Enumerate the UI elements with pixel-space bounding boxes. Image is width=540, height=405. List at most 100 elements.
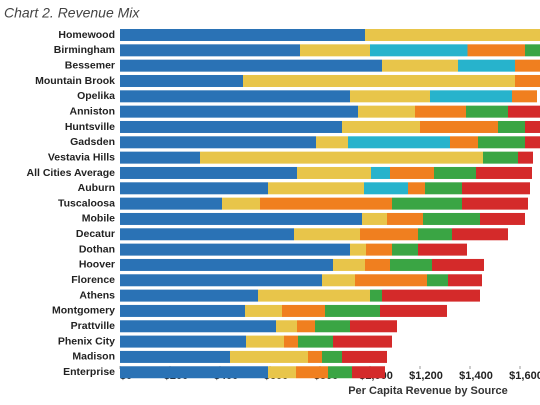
y-tick-label: Tuscaloosa <box>58 197 115 209</box>
bar-segment <box>420 120 498 133</box>
bar-segment <box>466 105 508 118</box>
bar-segment <box>322 350 342 363</box>
bar-segment <box>298 335 333 348</box>
bar-segment <box>423 212 480 225</box>
y-tick-label: Decatur <box>76 228 115 240</box>
y-tick-label: Mountain Brook <box>35 75 115 87</box>
bar-segment <box>243 74 515 87</box>
bar-segment <box>355 274 427 287</box>
bar-segment <box>328 366 352 379</box>
bar-segment <box>515 74 540 87</box>
bar-segment <box>308 350 322 363</box>
bar-segment <box>525 44 540 57</box>
y-tick-label: Anniston <box>70 105 116 117</box>
bar-segment <box>380 304 447 317</box>
bar-segment <box>508 105 540 118</box>
bar-segment <box>427 274 448 287</box>
bar-segment <box>366 243 392 256</box>
bar-segment <box>120 120 342 133</box>
y-tick-label: Enterprise <box>63 366 115 378</box>
bar-segment <box>120 304 245 317</box>
bar-segment <box>515 59 540 72</box>
bar-segment <box>296 366 328 379</box>
bar-segment <box>478 136 525 149</box>
bar-segment <box>392 197 462 210</box>
bar-segment <box>245 304 282 317</box>
y-tick-label: Dothan <box>79 243 115 255</box>
y-tick-label: Mobile <box>82 213 115 225</box>
bar-segment <box>282 304 325 317</box>
bar-segment <box>387 212 423 225</box>
bar-segment <box>297 320 315 333</box>
bar-segment <box>120 320 276 333</box>
bar-segment <box>120 166 297 179</box>
y-tick-label: Montgomery <box>52 305 115 317</box>
bar-segment <box>246 335 284 348</box>
bar-segment <box>462 182 530 195</box>
bar-segment <box>120 212 362 225</box>
bar-segment <box>200 151 483 164</box>
bar-segment <box>316 136 348 149</box>
bar-segment <box>120 59 382 72</box>
bar-segment <box>498 120 525 133</box>
bar-segment <box>276 320 297 333</box>
bar-segment <box>120 258 333 271</box>
bar-segment <box>483 151 518 164</box>
bar-segment <box>260 197 392 210</box>
y-tick-label: All Cities Average <box>26 167 115 179</box>
bar-segment <box>222 197 260 210</box>
bar-segment <box>120 105 358 118</box>
bar-segment <box>120 136 316 149</box>
bar-segment <box>518 151 533 164</box>
bar-segment <box>434 166 476 179</box>
bar-segment <box>525 136 540 149</box>
bar-segment <box>358 105 415 118</box>
y-tick-label: Bessemer <box>65 59 115 71</box>
y-tick-label: Auburn <box>78 182 115 194</box>
bar-segment <box>120 228 294 241</box>
x-axis-label: Per Capita Revenue by Source <box>348 385 508 397</box>
bar-segment <box>300 44 370 57</box>
bar-segment <box>418 228 452 241</box>
bar-segment <box>258 289 370 302</box>
bar-segment <box>408 182 425 195</box>
bar-segment <box>322 274 355 287</box>
bar-segment <box>462 197 528 210</box>
bar-segment <box>480 212 525 225</box>
bar-segment <box>362 212 387 225</box>
bar-segment <box>512 90 537 103</box>
bar-segment <box>230 350 308 363</box>
bar-segment <box>382 289 480 302</box>
bar-segment <box>120 289 258 302</box>
bar-segment <box>452 228 508 241</box>
bar-segment <box>415 105 466 118</box>
bar-segment <box>315 320 350 333</box>
bar-segment <box>418 243 467 256</box>
bar-segment <box>392 243 418 256</box>
bar-segment <box>120 90 350 103</box>
y-tick-label: Prattville <box>71 320 116 332</box>
bar-segment <box>120 29 365 41</box>
bar-segment <box>432 258 484 271</box>
bar-segment <box>352 366 385 379</box>
bar-segment <box>325 304 380 317</box>
bar-segment <box>350 243 366 256</box>
bar-segment <box>370 44 468 57</box>
bar-segment <box>360 228 418 241</box>
bar-segment <box>333 335 392 348</box>
bar-segment <box>382 59 458 72</box>
bar-segment <box>425 182 462 195</box>
y-tick-label: Phenix City <box>58 335 115 347</box>
bar-segment <box>458 59 515 72</box>
bar-segment <box>284 335 298 348</box>
bar-segment <box>448 274 482 287</box>
y-tick-label: Opelika <box>77 90 115 102</box>
bar-segment <box>430 90 512 103</box>
bar-segment <box>120 335 246 348</box>
bar-segment <box>348 136 450 149</box>
y-tick-label: Homewood <box>58 29 115 41</box>
bar-segment <box>390 166 434 179</box>
bar-segment <box>120 274 322 287</box>
bar-segment <box>120 151 200 164</box>
x-tick-label: $1,200 <box>409 370 443 382</box>
